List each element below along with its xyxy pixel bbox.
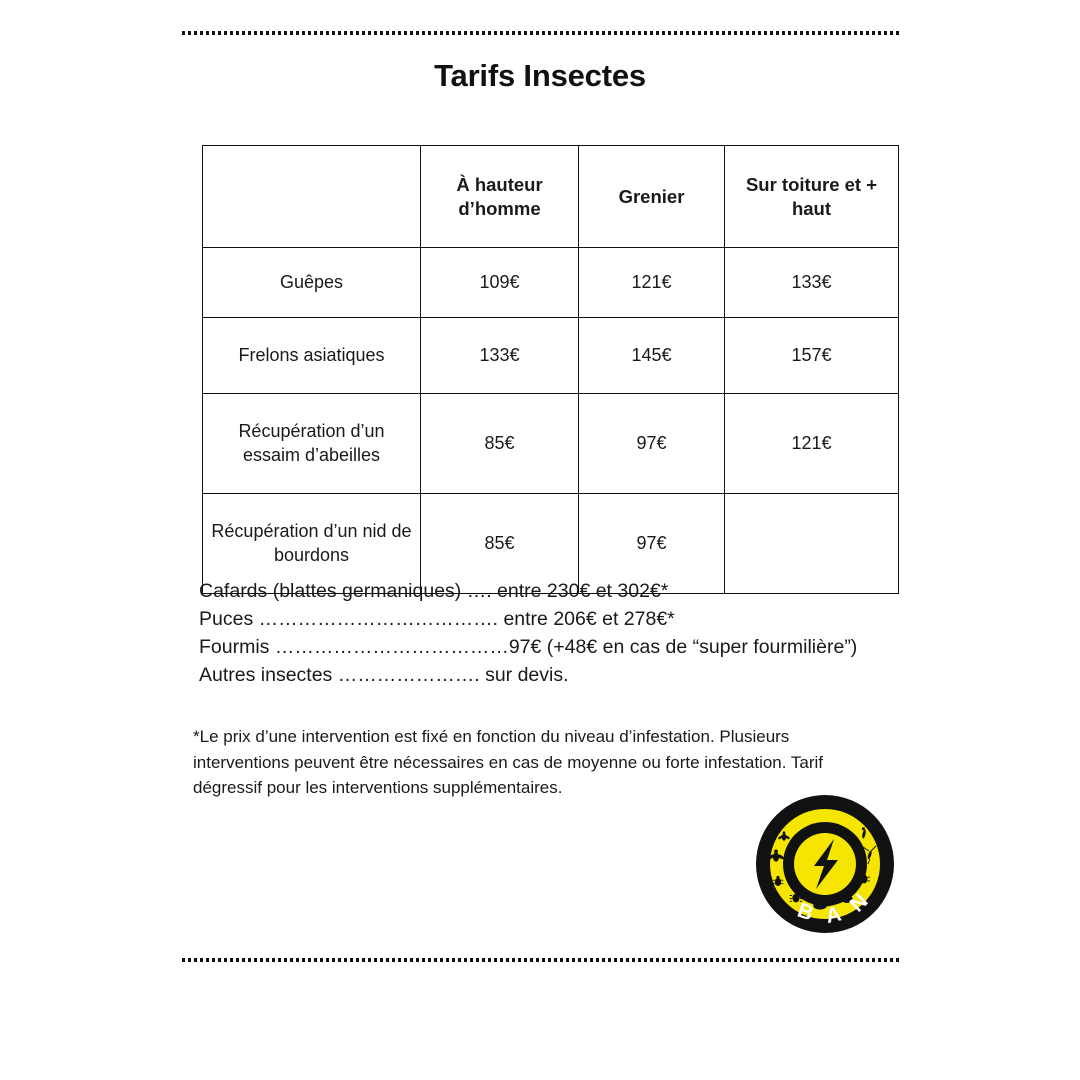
rat-icon	[835, 890, 853, 903]
price-bourdons-grenier: 97€	[578, 493, 725, 594]
footnote-text: *Le prix d’une intervention est fixé en …	[193, 727, 824, 797]
bee-icon	[778, 831, 790, 841]
price-abeilles-toiture: 121€	[724, 393, 899, 494]
row-label-nid-bourdons: Récupération d’un nid de bourdons	[202, 493, 421, 594]
table-header-grenier: Grenier	[578, 145, 725, 248]
price-list-item-cafards: Cafards (blattes germaniques) …. entre 2…	[199, 580, 669, 602]
pest-icon-group	[768, 827, 877, 910]
page-title: Tarifs Insectes	[434, 58, 646, 93]
price-guepes-toiture: 133€	[724, 247, 899, 318]
ban-logo-icon: B A N	[756, 795, 894, 933]
price-list-item-puces: Puces ………………………………. entre 206€ et 278€*	[199, 608, 675, 630]
mouse-icon	[812, 901, 834, 910]
table-row: Récupération d’un essaim d’abeilles 85€ …	[202, 393, 899, 494]
top-dotted-divider	[182, 31, 900, 35]
price-list: Cafards (blattes germaniques) …. entre 2…	[199, 577, 919, 689]
price-frelons-toiture: 157€	[724, 317, 899, 394]
fly-icon	[861, 827, 866, 839]
row-label-essaim-abeilles: Récupération d’un essaim d’abeilles	[202, 393, 421, 494]
table-header-sur-toiture: Sur toiture et + haut	[724, 145, 899, 248]
price-abeilles-hauteur: 85€	[420, 393, 579, 494]
spider-icon	[789, 893, 803, 903]
table-body: Guêpes 109€ 121€ 133€ Frelons asiatiques…	[202, 247, 899, 594]
table-header-hauteur-homme: À hauteur d’homme	[420, 145, 579, 248]
row-label-frelons-asiatiques: Frelons asiatiques	[202, 317, 421, 394]
table-header: À hauteur d’homme Grenier Sur toiture et…	[202, 145, 899, 248]
bedbug-icon	[858, 872, 870, 884]
price-frelons-grenier: 145€	[578, 317, 725, 394]
bottom-dotted-divider	[182, 958, 900, 962]
wasp-icon	[768, 849, 784, 862]
table-header-row: À hauteur d’homme Grenier Sur toiture et…	[202, 145, 899, 248]
price-bourdons-hauteur: 85€	[420, 493, 579, 594]
company-logo: B A N	[754, 794, 896, 934]
price-list-item-fourmis: Fourmis ………………………………97€ (+48€ en cas de …	[199, 636, 858, 658]
table-row: Frelons asiatiques 133€ 145€ 157€	[202, 317, 899, 394]
table-row: Récupération d’un nid de bourdons 85€ 97…	[202, 493, 899, 594]
pricing-table: À hauteur d’homme Grenier Sur toiture et…	[202, 145, 899, 594]
price-guepes-grenier: 121€	[578, 247, 725, 318]
price-abeilles-grenier: 97€	[578, 393, 725, 494]
beetle-icon	[772, 875, 784, 886]
price-frelons-hauteur: 133€	[420, 317, 579, 394]
row-label-guepes: Guêpes	[202, 247, 421, 318]
lightning-bolt-icon	[814, 839, 838, 889]
price-list-item-autres-insectes: Autres insectes …………………. sur devis.	[199, 664, 569, 686]
price-guepes-hauteur: 109€	[420, 247, 579, 318]
price-bourdons-toiture	[724, 493, 899, 594]
table-header-blank	[202, 145, 421, 248]
table-row: Guêpes 109€ 121€ 133€	[202, 247, 899, 318]
mosquito-icon	[862, 845, 877, 865]
